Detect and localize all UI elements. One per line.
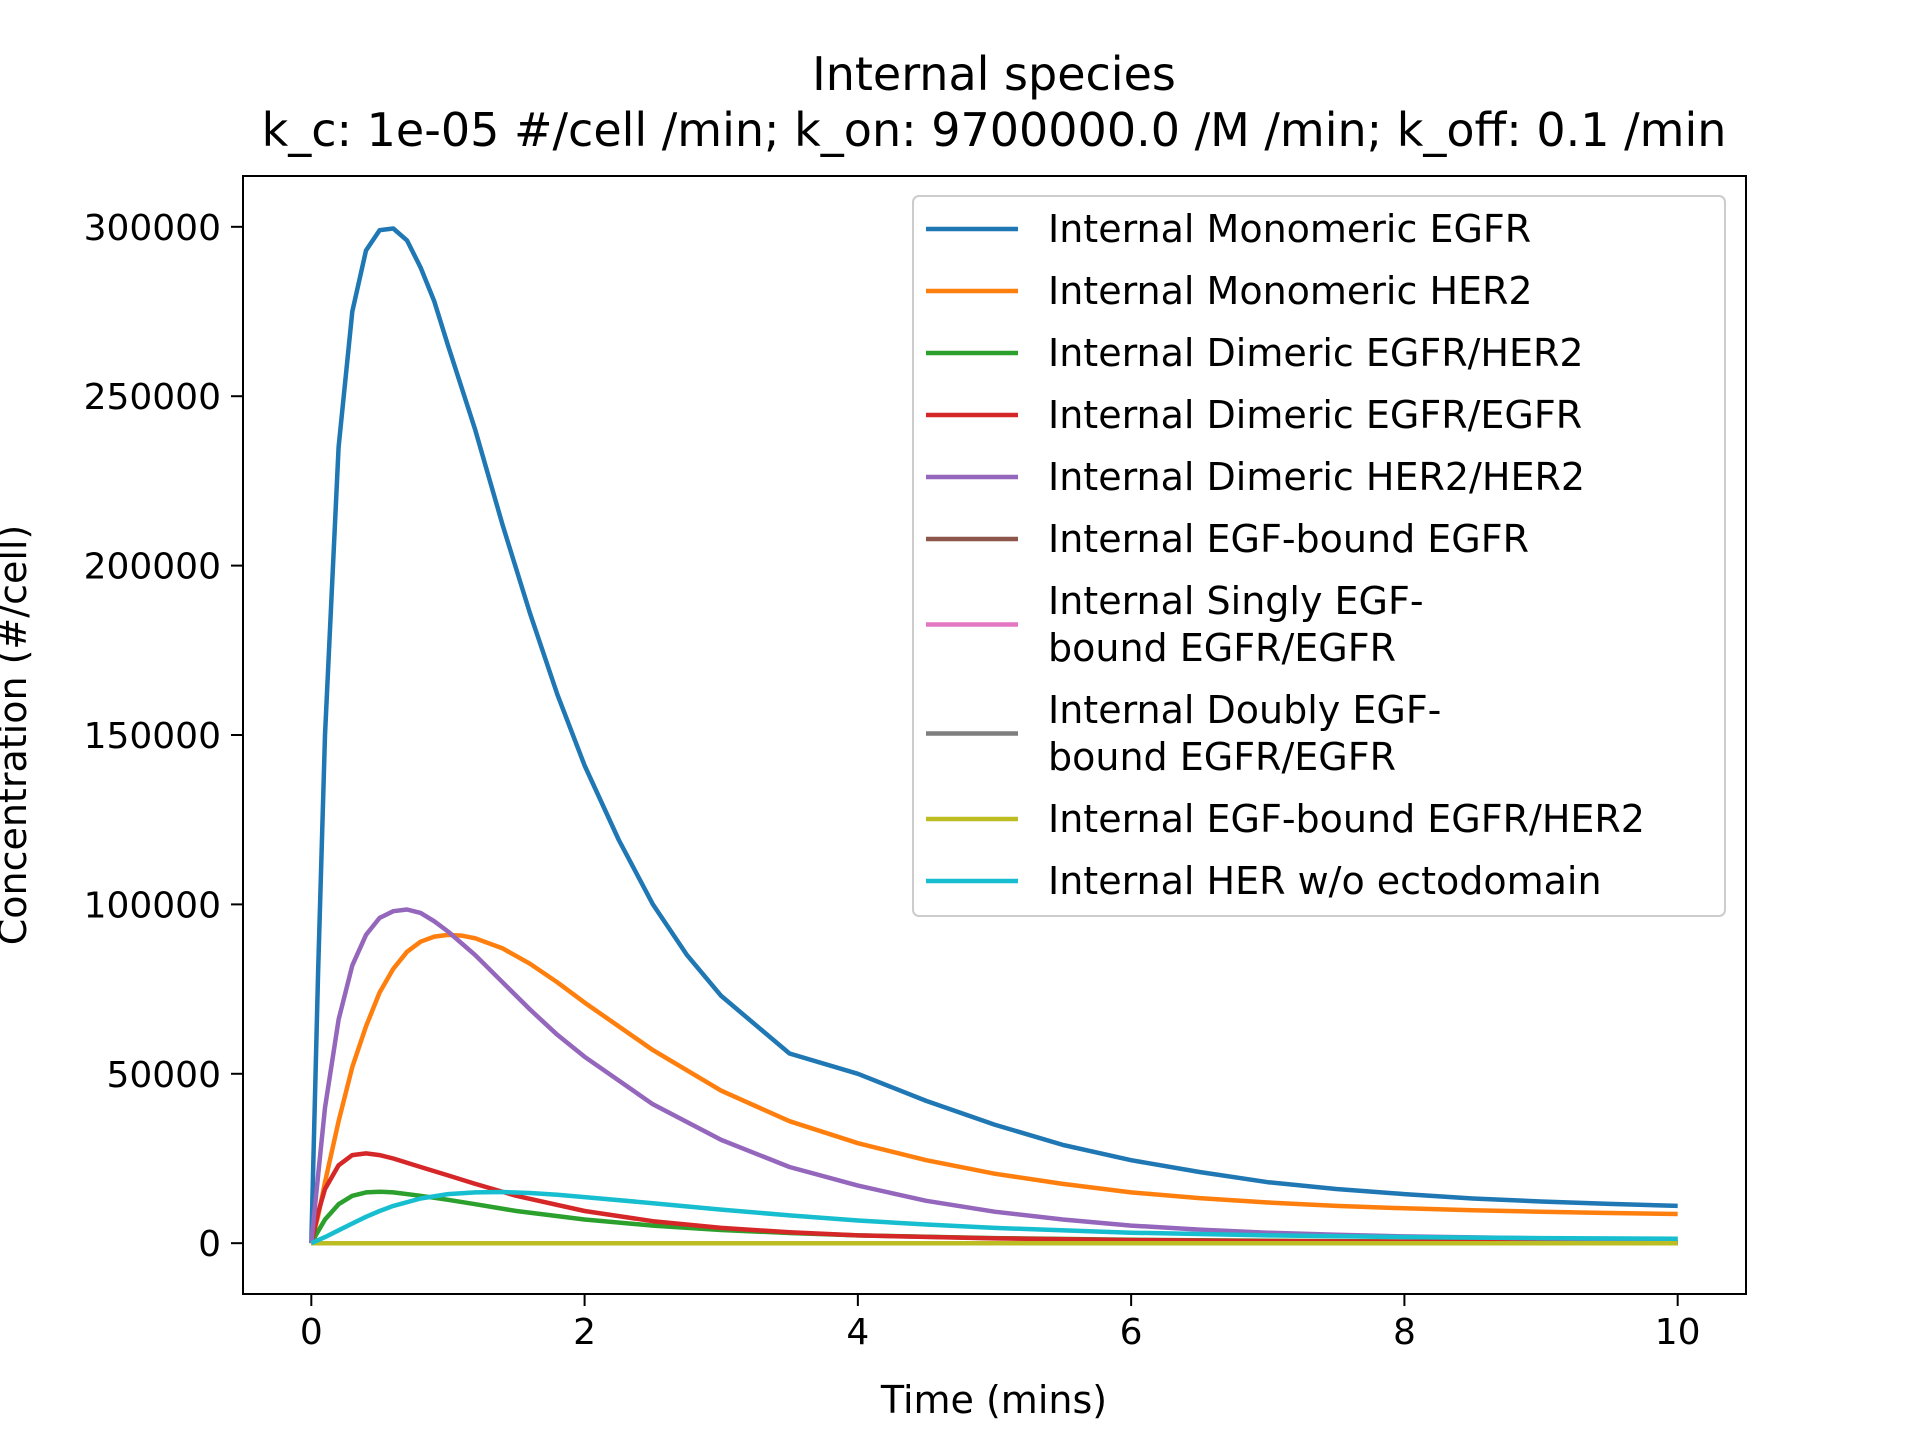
legend-label-5: Internal Dimeric HER2/HER2 [1048, 455, 1585, 499]
y-tick-label: 300000 [84, 208, 221, 249]
series-line-1 [309, 226, 1678, 1244]
chart-title: Internal species [812, 47, 1176, 101]
series-line-10 [310, 1189, 1678, 1246]
x-tick-label: 8 [1393, 1312, 1416, 1353]
legend-label-2: Internal Monomeric HER2 [1048, 269, 1533, 313]
legend-label-9: Internal EGF-bound EGFR/HER2 [1048, 797, 1645, 841]
legend-label-8: Internal Doubly EGF-bound EGFR/EGFR [1048, 688, 1441, 779]
y-tick-label: 150000 [84, 716, 221, 757]
legend-box [912, 195, 1726, 917]
x-axis: 0 2 4 6 8 10 [300, 1294, 1701, 1353]
y-tick-label: 100000 [84, 885, 221, 926]
legend-label-6: Internal EGF-bound EGFR [1048, 517, 1529, 561]
x-tick-label: 6 [1120, 1312, 1143, 1353]
series-line-4 [309, 1151, 1678, 1245]
x-tick-label: 2 [573, 1312, 596, 1353]
y-tick-label: 250000 [84, 377, 221, 418]
legend-label-7: Internal Singly EGF-bound EGFR/EGFR [1048, 579, 1424, 670]
legend-label-10: Internal HER w/o ectodomain [1048, 859, 1602, 903]
legend-label-1: Internal Monomeric EGFR [1048, 207, 1531, 251]
legend: Internal Monomeric EGFR Internal Monomeri… [912, 195, 1726, 917]
y-axis: 0 50000 100000 150000 200000 250000 300000 [84, 208, 243, 1265]
x-axis-label: Time (mins) [880, 1378, 1107, 1422]
x-tick-label: 4 [846, 1312, 869, 1353]
series-line-2 [309, 932, 1678, 1244]
y-tick-label: 0 [198, 1224, 221, 1265]
plot-lines [309, 226, 1678, 1246]
x-tick-label: 0 [300, 1312, 323, 1353]
y-tick-label: 200000 [84, 547, 221, 588]
series-line-5 [309, 907, 1678, 1244]
legend-label-4: Internal Dimeric EGFR/EGFR [1048, 393, 1582, 437]
legend-label-3: Internal Dimeric EGFR/HER2 [1048, 331, 1584, 375]
y-axis-label: Concentration (#/cell) [0, 525, 35, 946]
chart-subtitle: k_c: 1e-05 #/cell /min; k_on: 9700000.0 … [262, 103, 1727, 157]
x-tick-label: 10 [1655, 1312, 1701, 1353]
y-tick-label: 50000 [106, 1055, 221, 1096]
